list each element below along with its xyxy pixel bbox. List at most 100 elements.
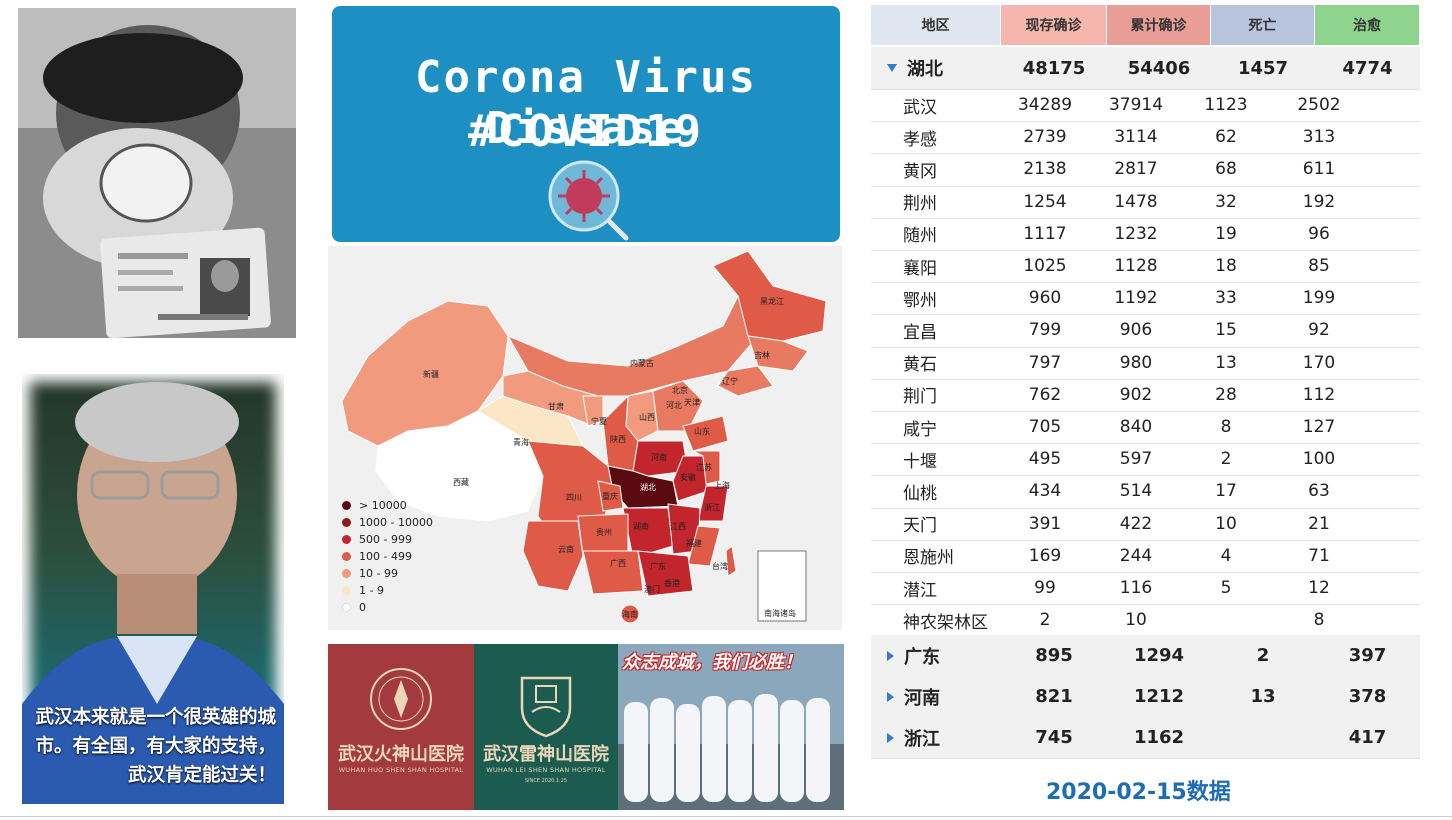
- city-cured: 611: [1302, 159, 1336, 180]
- city-current: 797: [1028, 352, 1062, 373]
- city-name: 咸宁: [903, 419, 937, 440]
- province-total: 1162: [1133, 727, 1185, 748]
- region-jiangsu: [692, 450, 721, 485]
- city-deaths: 2: [1220, 449, 1232, 470]
- city-name: 黄石: [903, 355, 937, 376]
- legend-label: 1 - 9: [359, 584, 384, 597]
- city-name: 神农架林区: [903, 612, 988, 633]
- city-deaths: [1181, 604, 1271, 636]
- covid-banner: Corona Virus Disease #COVID19: [332, 6, 840, 242]
- province-current: 745: [1035, 727, 1073, 748]
- city-cured: 313: [1302, 127, 1336, 148]
- svg-text:云南: 云南: [558, 544, 574, 554]
- city-cured: 2502: [1297, 95, 1341, 116]
- legend-label: 10 - 99: [359, 567, 398, 580]
- city-current: 99: [1034, 578, 1056, 599]
- city-name: 鄂州: [903, 290, 937, 311]
- province-row[interactable]: 湖北 48175 54406 1457 4774: [871, 47, 1420, 90]
- header-current[interactable]: 现存确诊: [1001, 5, 1106, 45]
- city-deaths: 68: [1215, 159, 1237, 180]
- svg-text:甘肃: 甘肃: [548, 401, 564, 411]
- medical-team-photo: 众志成城，我们必胜！: [618, 644, 844, 810]
- header-total[interactable]: 累计确诊: [1107, 5, 1210, 45]
- province-label: 浙江: [904, 728, 940, 750]
- province-row[interactable]: 广东 895 1294 2 397: [871, 635, 1420, 677]
- city-current: 2: [1039, 610, 1051, 631]
- city-row: 黄石 797 980 13 170: [871, 347, 1420, 380]
- header-deaths[interactable]: 死亡: [1211, 5, 1314, 45]
- region-fujian: [687, 525, 721, 567]
- province-deaths: 13: [1250, 686, 1276, 707]
- city-total: 3114: [1114, 127, 1158, 148]
- city-name: 孝感: [903, 129, 937, 150]
- city-row: 孝感 2739 3114 62 313: [871, 121, 1420, 155]
- svg-text:山东: 山东: [694, 426, 710, 436]
- svg-text:新疆: 新疆: [423, 369, 439, 379]
- province-label: 河南: [904, 687, 940, 709]
- city-total: 902: [1119, 384, 1153, 405]
- caret-right-icon[interactable]: [887, 691, 894, 702]
- svg-text:香港: 香港: [664, 578, 680, 588]
- city-current: 960: [1028, 288, 1062, 309]
- province-deaths: 1457: [1237, 57, 1289, 79]
- city-deaths: 28: [1215, 384, 1237, 405]
- china-map: 黑龙江 吉林 辽宁 内蒙古 北京 天津 河北 山西 山东 宁夏 甘肃 新疆 青海 西藏 陕西 河南江…: [328, 246, 842, 630]
- virus-icon: [548, 160, 629, 241]
- city-current: 2739: [1023, 127, 1067, 148]
- city-cured: 199: [1302, 288, 1336, 309]
- huoshenshan-en: WUHAN HUO SHEN SHAN HOSPITAL: [338, 766, 464, 774]
- svg-text:四川: 四川: [566, 493, 582, 502]
- city-deaths: 19: [1215, 223, 1237, 244]
- region-yunnan: [522, 520, 584, 592]
- city-deaths: 5: [1220, 578, 1232, 599]
- province-deaths: [1211, 717, 1315, 758]
- province-row[interactable]: 浙江 745 1162 417: [871, 717, 1420, 759]
- city-deaths: 15: [1215, 320, 1237, 341]
- caret-right-icon[interactable]: [887, 650, 894, 661]
- svg-text:重庆: 重庆: [602, 491, 618, 501]
- header-cured[interactable]: 治愈: [1315, 5, 1419, 45]
- region-xizang: [375, 410, 544, 522]
- svg-text:台湾: 台湾: [712, 561, 728, 571]
- legend-label: 1000 - 10000: [359, 516, 433, 529]
- city-row: 咸宁 705 840 8 127: [871, 411, 1420, 445]
- svg-text:黑龙江: 黑龙江: [760, 296, 784, 306]
- city-total: 840: [1119, 417, 1153, 438]
- svg-text:湖南: 湖南: [633, 521, 649, 531]
- city-deaths: 33: [1215, 288, 1237, 309]
- leishenshan-card: 武汉雷神山医院 WUHAN LEI SHEN SHAN HOSPITAL SIN…: [474, 644, 618, 810]
- city-current: 495: [1028, 449, 1062, 470]
- city-row: 襄阳 1025 1128 18 85: [871, 250, 1420, 284]
- header-region[interactable]: 地区: [871, 5, 1000, 45]
- city-deaths: 17: [1215, 481, 1237, 502]
- city-total: 2817: [1114, 159, 1158, 180]
- city-row: 仙桃 434 514 17 63: [871, 475, 1420, 509]
- city-current: 705: [1028, 417, 1062, 438]
- city-total: 37914: [1108, 95, 1164, 116]
- city-name: 武汉: [903, 97, 937, 118]
- legend-swatch: [342, 535, 351, 544]
- city-row: 天门 391 422 10 21: [871, 508, 1420, 541]
- svg-text:北京: 北京: [672, 385, 688, 395]
- caret-down-icon[interactable]: [887, 64, 897, 72]
- svg-text:广东: 广东: [650, 561, 666, 571]
- city-row: 神农架林区 2 10 8: [871, 604, 1420, 638]
- city-row: 潜江 99 116 5 12: [871, 572, 1420, 606]
- bottom-divider: [0, 816, 1452, 817]
- province-row[interactable]: 河南 821 1212 13 378: [871, 676, 1420, 718]
- city-cured: 85: [1308, 256, 1330, 277]
- city-total: 1232: [1114, 223, 1158, 244]
- province-cured: 378: [1348, 686, 1387, 707]
- leishenshan-since: SINCE 2020.1.25: [524, 778, 568, 784]
- city-total: 1192: [1114, 288, 1158, 309]
- province-label: 湖北: [907, 59, 943, 80]
- city-total: 906: [1119, 320, 1153, 341]
- province-current: 821: [1035, 686, 1073, 707]
- city-total: 1478: [1114, 191, 1158, 212]
- caret-right-icon[interactable]: [887, 732, 894, 743]
- svg-text:山西: 山西: [639, 412, 655, 422]
- svg-text:南海诸岛: 南海诸岛: [764, 608, 796, 618]
- region-guangxi: [582, 550, 644, 595]
- svg-text:江苏: 江苏: [696, 462, 712, 472]
- legend-item: 0: [342, 601, 366, 614]
